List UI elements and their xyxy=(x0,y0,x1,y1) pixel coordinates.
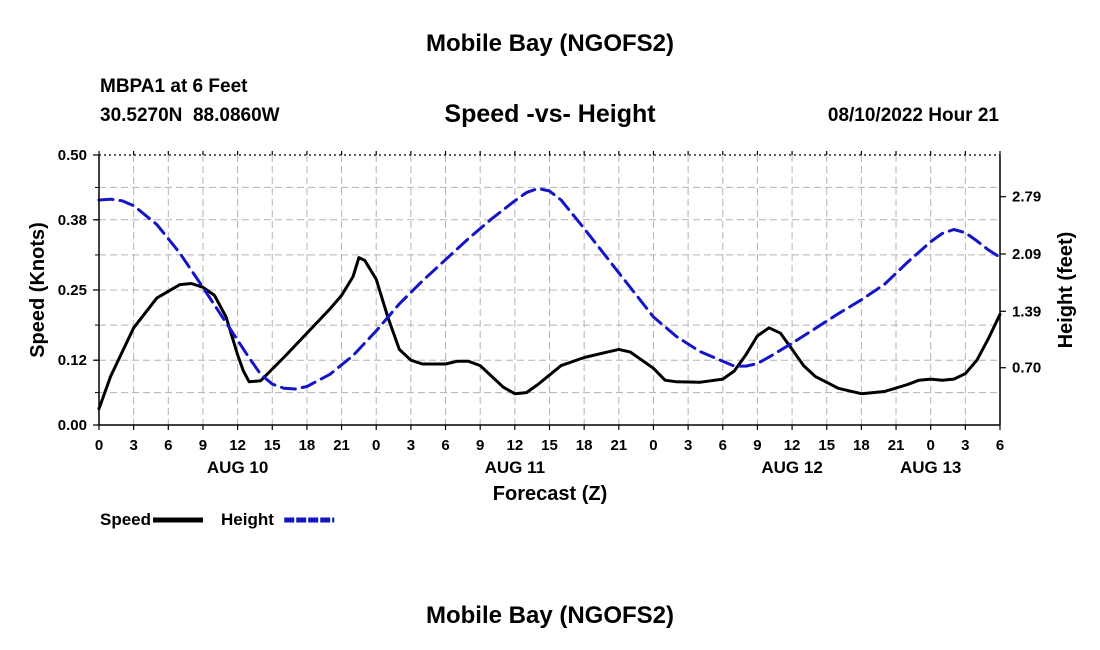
series-line-speed xyxy=(97,256,1002,411)
x-tick-label: 3 xyxy=(407,437,415,454)
footer-title: Mobile Bay (NGOFS2) xyxy=(425,602,675,629)
y-tick-label-right: 0.70 xyxy=(1012,360,1041,377)
x-tick-label: 6 xyxy=(996,437,1004,454)
x-tick-label: 0 xyxy=(95,437,103,454)
date-label: AUG 12 xyxy=(761,458,822,477)
y-tick-label-left: 0.50 xyxy=(58,147,87,164)
x-tick-label: 21 xyxy=(610,437,627,454)
legend-label-height: Height xyxy=(221,510,274,529)
x-tick-label: 0 xyxy=(649,437,657,454)
x-tick-label: 6 xyxy=(441,437,449,454)
axis-labels: 0 3 6 9 12 15 18 21 0 3 6 9 12 15 18 21 0 3 6 9 12 15 18 21 0 3 6 A… xyxy=(27,147,1077,505)
y-tick-label-left: 0.38 xyxy=(58,212,87,229)
x-tick-label: 12 xyxy=(784,437,801,454)
x-tick-label: 15 xyxy=(264,437,281,454)
station-coordinates: 30.5270N 88.0860W xyxy=(100,105,280,126)
x-tick-label: 6 xyxy=(719,437,727,454)
y-tick-label-left: 0.00 xyxy=(58,417,87,434)
legend: Speed Height xyxy=(100,510,335,529)
grid-lines xyxy=(99,155,1000,425)
date-label: AUG 13 xyxy=(900,458,961,477)
x-tick-label: 21 xyxy=(888,437,905,454)
x-tick-label: 18 xyxy=(853,437,870,454)
y-axis-title-right: Height (feet) xyxy=(1055,232,1077,349)
x-tick-label: 6 xyxy=(164,437,172,454)
x-tick-label: 21 xyxy=(333,437,350,454)
series-line-height xyxy=(97,187,1002,391)
x-tick-label: 9 xyxy=(476,437,484,454)
legend-label-speed: Speed xyxy=(100,510,151,529)
x-tick-label: 3 xyxy=(129,437,137,454)
x-tick-label: 12 xyxy=(507,437,524,454)
station-label: MBPA1 at 6 Feet xyxy=(100,76,248,97)
y-tick-label-left: 0.25 xyxy=(58,282,87,299)
x-tick-label: 0 xyxy=(372,437,380,454)
x-tick-label: 3 xyxy=(961,437,969,454)
y-axis-title-left: Speed (Knots) xyxy=(27,222,49,358)
series-lines xyxy=(97,187,1002,411)
forecast-datetime: 08/10/2022 Hour 21 xyxy=(827,105,999,126)
x-tick-label: 15 xyxy=(818,437,835,454)
x-tick-label: 18 xyxy=(576,437,593,454)
y-tick-label-left: 0.12 xyxy=(58,352,87,369)
date-label: AUG 10 xyxy=(207,458,268,477)
x-tick-label: 12 xyxy=(229,437,246,454)
chart-title: Speed -vs- Height xyxy=(444,100,656,128)
x-tick-label: 9 xyxy=(199,437,207,454)
y-tick-label-right: 1.39 xyxy=(1012,303,1041,320)
y-tick-label-right: 2.09 xyxy=(1012,246,1041,263)
page-title: Mobile Bay (NGOFS2) xyxy=(425,30,675,57)
axes xyxy=(93,151,1006,430)
x-tick-label: 3 xyxy=(684,437,692,454)
x-tick-label: 0 xyxy=(927,437,935,454)
y-tick-label-right: 2.79 xyxy=(1012,189,1041,206)
x-tick-label: 18 xyxy=(299,437,316,454)
date-label: AUG 11 xyxy=(485,458,545,477)
x-tick-label: 15 xyxy=(541,437,558,454)
x-tick-label: 9 xyxy=(753,437,761,454)
x-axis-title: Forecast (Z) xyxy=(493,483,607,505)
